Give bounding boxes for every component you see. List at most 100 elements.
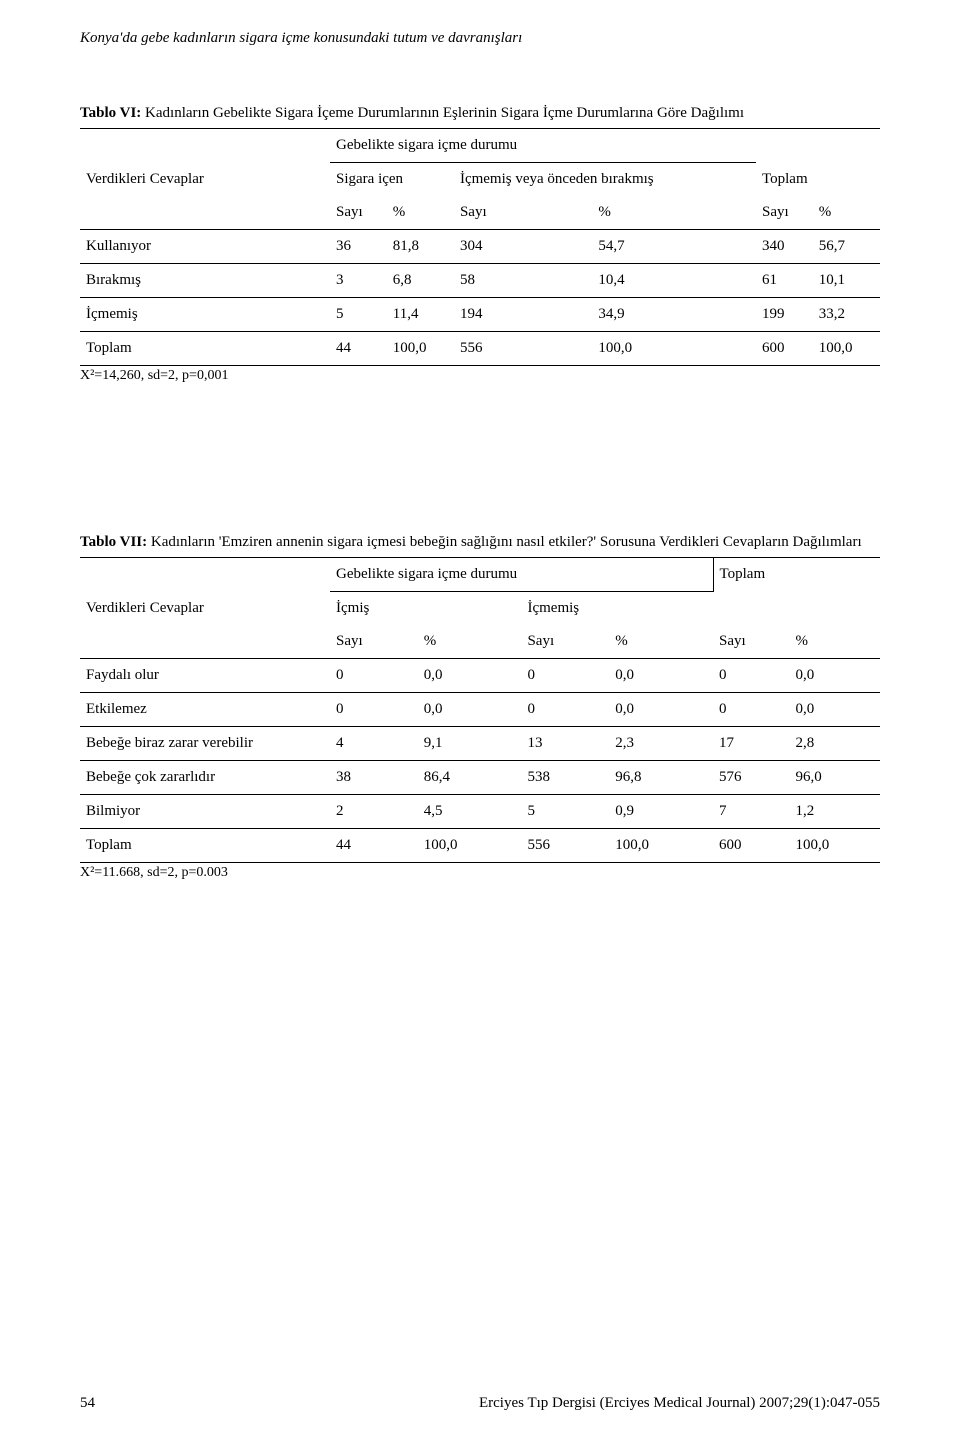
cell: 340 [756,230,813,264]
cell: 100,0 [592,332,756,366]
table-row: Etkilemez 0 0,0 0 0,0 0 0,0 [80,693,880,727]
table7-footnote: X²=11.668, sd=2, p=0.003 [80,865,880,881]
table7-rowhead: Verdikleri Cevaplar [80,592,330,626]
cell-label: Toplam [80,332,330,366]
page-footer: 54 Erciyes Tıp Dergisi (Erciyes Medical … [80,1395,880,1412]
table-row: Kullanıyor 36 81,8 304 54,7 340 56,7 [80,230,880,264]
page-number: 54 [80,1395,95,1412]
table6: Gebelikte sigara içme durumu Verdikleri … [80,128,880,366]
table6-group1: Sigara içen [330,163,454,197]
cell: 96,0 [789,761,880,795]
cell: 1,2 [789,795,880,829]
cell: 556 [454,332,592,366]
cell: 576 [713,761,789,795]
cell: 2 [330,795,418,829]
cell: 36 [330,230,387,264]
cell: 304 [454,230,592,264]
table6-caption: Tablo VI: Kadınların Gebelikte Sigara İç… [80,105,880,122]
table6-caption-text: Kadınların Gebelikte Sigara İçeme Duruml… [141,105,744,121]
table-row: Gebelikte sigara içme durumu [80,129,880,163]
cell: 5 [330,298,387,332]
cell: 0,0 [789,693,880,727]
table-row: Sayı % Sayı % Sayı % [80,196,880,230]
table6-superheader: Gebelikte sigara içme durumu [330,129,756,163]
page-container: Konya'da gebe kadınların sigara içme kon… [0,0,960,1440]
cell: 199 [756,298,813,332]
table6-sub-pct-2: % [592,196,756,230]
cell: 34,9 [592,298,756,332]
cell: 0,0 [789,659,880,693]
cell: 0,0 [418,693,522,727]
cell-label: Toplam [80,829,330,863]
cell-label: Bırakmış [80,264,330,298]
table-row: İçmemiş 5 11,4 194 34,9 199 33,2 [80,298,880,332]
cell: 86,4 [418,761,522,795]
cell-label: İçmemiş [80,298,330,332]
cell: 44 [330,829,418,863]
cell: 6,8 [387,264,454,298]
cell: 100,0 [418,829,522,863]
table6-sub-sayi-3: Sayı [756,196,813,230]
cell: 0,0 [609,659,713,693]
cell: 17 [713,727,789,761]
cell: 100,0 [387,332,454,366]
cell: 61 [756,264,813,298]
table-row: Toplam 44 100,0 556 100,0 600 100,0 [80,332,880,366]
cell-label: Etkilemez [80,693,330,727]
cell: 538 [521,761,609,795]
cell: 0 [521,659,609,693]
cell: 0,9 [609,795,713,829]
cell: 9,1 [418,727,522,761]
cell: 13 [521,727,609,761]
table7-caption: Tablo VII: Kadınların 'Emziren annenin s… [80,534,880,551]
table-row: Sayı % Sayı % Sayı % [80,625,880,659]
cell: 11,4 [387,298,454,332]
cell: 556 [521,829,609,863]
cell: 0 [713,693,789,727]
cell: 4 [330,727,418,761]
cell: 5 [521,795,609,829]
table7-total: Toplam [713,558,880,592]
cell: 2,8 [789,727,880,761]
cell: 4,5 [418,795,522,829]
cell: 194 [454,298,592,332]
table-row: Bırakmış 3 6,8 58 10,4 61 10,1 [80,264,880,298]
cell: 44 [330,332,387,366]
cell: 0 [713,659,789,693]
journal-citation: Erciyes Tıp Dergisi (Erciyes Medical Jou… [479,1395,880,1412]
table7-sub-sayi-1: Sayı [330,625,418,659]
cell: 56,7 [813,230,880,264]
cell: 2,3 [609,727,713,761]
running-head: Konya'da gebe kadınların sigara içme kon… [80,30,880,47]
table-row: Bebeğe biraz zarar verebilir 4 9,1 13 2,… [80,727,880,761]
cell: 10,1 [813,264,880,298]
cell: 96,8 [609,761,713,795]
cell: 600 [756,332,813,366]
table7-caption-text: Kadınların 'Emziren annenin sigara içmes… [147,534,862,550]
table7-group2: İçmemiş [521,592,713,626]
table6-sub-sayi-1: Sayı [330,196,387,230]
cell-label: Faydalı olur [80,659,330,693]
cell: 38 [330,761,418,795]
cell: 58 [454,264,592,298]
table6-sub-sayi-2: Sayı [454,196,592,230]
cell: 81,8 [387,230,454,264]
cell-label: Kullanıyor [80,230,330,264]
cell: 0 [521,693,609,727]
table-row: Verdikleri Cevaplar Sigara içen İçmemiş … [80,163,880,197]
table7-group1: İçmiş [330,592,521,626]
table7: Gebelikte sigara içme durumu Toplam Verd… [80,557,880,863]
table-row: Verdikleri Cevaplar İçmiş İçmemiş [80,592,880,626]
table6-sub-pct-3: % [813,196,880,230]
table6-footnote: X²=14,260, sd=2, p=0,001 [80,368,880,384]
cell: 10,4 [592,264,756,298]
table-row: Gebelikte sigara içme durumu Toplam [80,558,880,592]
table6-caption-label: Tablo VI: [80,105,141,121]
cell: 100,0 [609,829,713,863]
table7-sub-sayi-2: Sayı [521,625,609,659]
table6-sub-pct-1: % [387,196,454,230]
cell-label: Bilmiyor [80,795,330,829]
table6-group2: İçmemiş veya önceden bırakmış [454,163,756,197]
table6-rowhead: Verdikleri Cevaplar [80,163,330,197]
cell: 33,2 [813,298,880,332]
